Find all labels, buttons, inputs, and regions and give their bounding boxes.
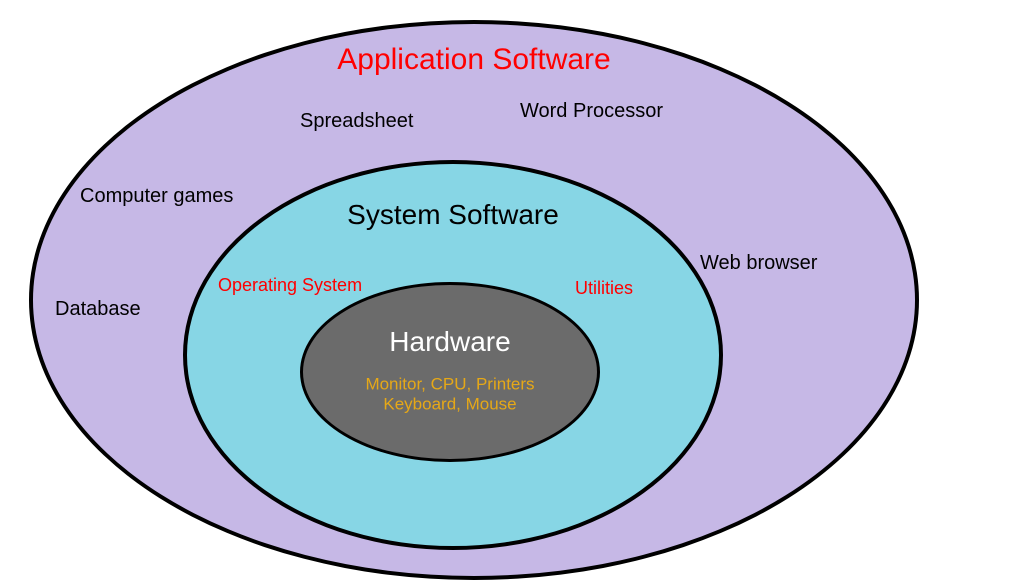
label-utilities: Utilities (575, 278, 633, 299)
label-spreadsheet: Spreadsheet (300, 110, 413, 133)
title-system-software: System Software (347, 199, 559, 231)
diagram-stage: Application Software Spreadsheet Word Pr… (0, 0, 1018, 586)
label-database: Database (55, 298, 141, 321)
title-application-software: Application Software (337, 43, 611, 78)
title-hardware: Hardware (389, 326, 510, 358)
label-hardware-items: Monitor, CPU, Printers Keyboard, Mouse (320, 374, 580, 413)
label-word-processor: Word Processor (520, 100, 663, 123)
label-web-browser: Web browser (700, 252, 817, 275)
hardware-line-1: Monitor, CPU, Printers (365, 374, 534, 393)
ellipse-hardware (300, 282, 600, 462)
label-operating-system: Operating System (218, 275, 362, 296)
label-computer-games: Computer games (80, 185, 233, 208)
hardware-line-2: Keyboard, Mouse (383, 394, 516, 413)
